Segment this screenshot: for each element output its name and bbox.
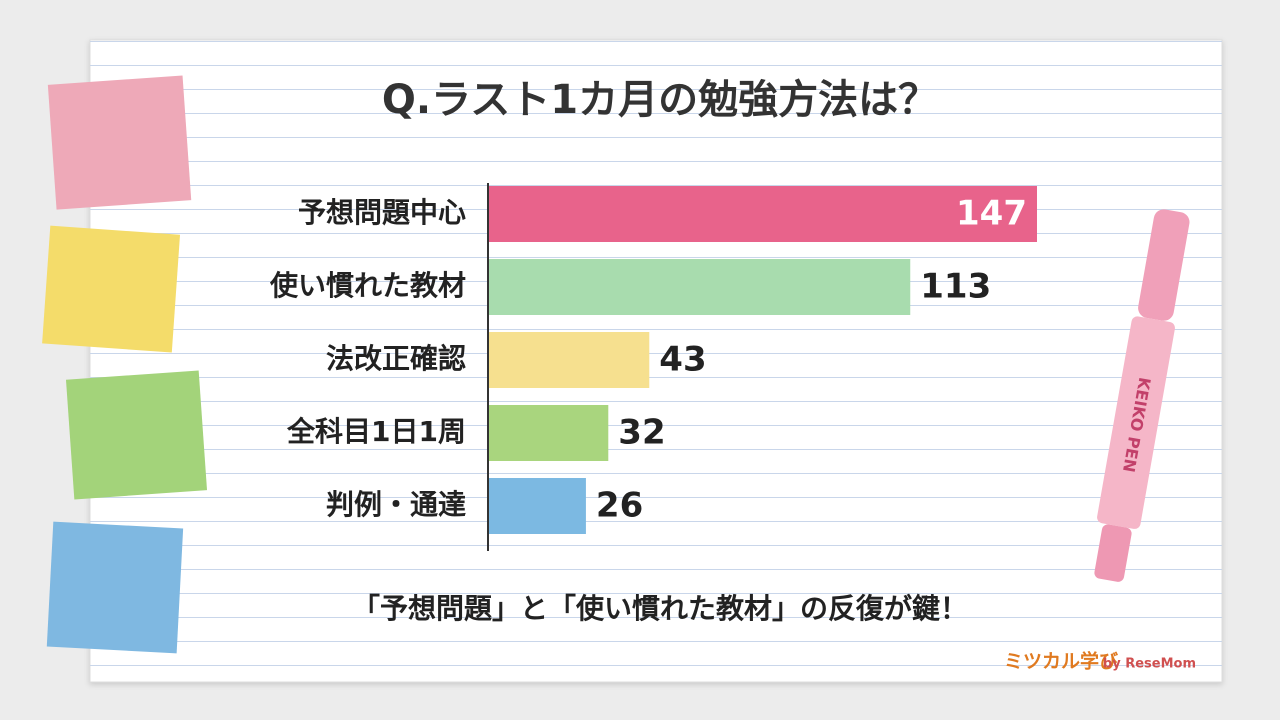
value-label: 147 [956, 194, 1027, 234]
sticky-pink [47, 75, 192, 210]
category-label: 全科目1日1周 [286, 415, 466, 448]
category-label: 判例・通達 [326, 488, 466, 521]
pen-tip [1094, 524, 1132, 582]
category-label: 法改正確認 [326, 342, 466, 375]
value-label: 113 [920, 267, 991, 307]
value-label: 26 [596, 486, 643, 526]
caption: 「予想問題」と「使い慣れた教材」の反復が鍵！ [352, 592, 968, 625]
pen-cap [1138, 209, 1190, 321]
sticky-yellow [42, 225, 181, 353]
bar [489, 478, 586, 534]
sticky-green [65, 370, 208, 500]
bar [489, 405, 609, 461]
bar [489, 332, 650, 388]
logo: ミツカル学び [1004, 650, 1118, 673]
sticky-blue [46, 521, 184, 654]
paper-lines [90, 40, 1222, 682]
logo-by: by ReseMom [1103, 657, 1196, 672]
bar [489, 186, 1037, 242]
sticky-notes [42, 75, 208, 654]
pen-body [1097, 316, 1175, 529]
chart-title: Q.ラスト1カ月の勉強方法は？ [382, 77, 938, 123]
value-label: 32 [618, 413, 665, 453]
value-label: 43 [659, 340, 706, 380]
bar [489, 259, 911, 315]
category-label: 予想問題中心 [298, 196, 466, 229]
category-label: 使い慣れた教材 [269, 269, 466, 302]
marker-pen: KEIKO PEN [1094, 209, 1190, 582]
